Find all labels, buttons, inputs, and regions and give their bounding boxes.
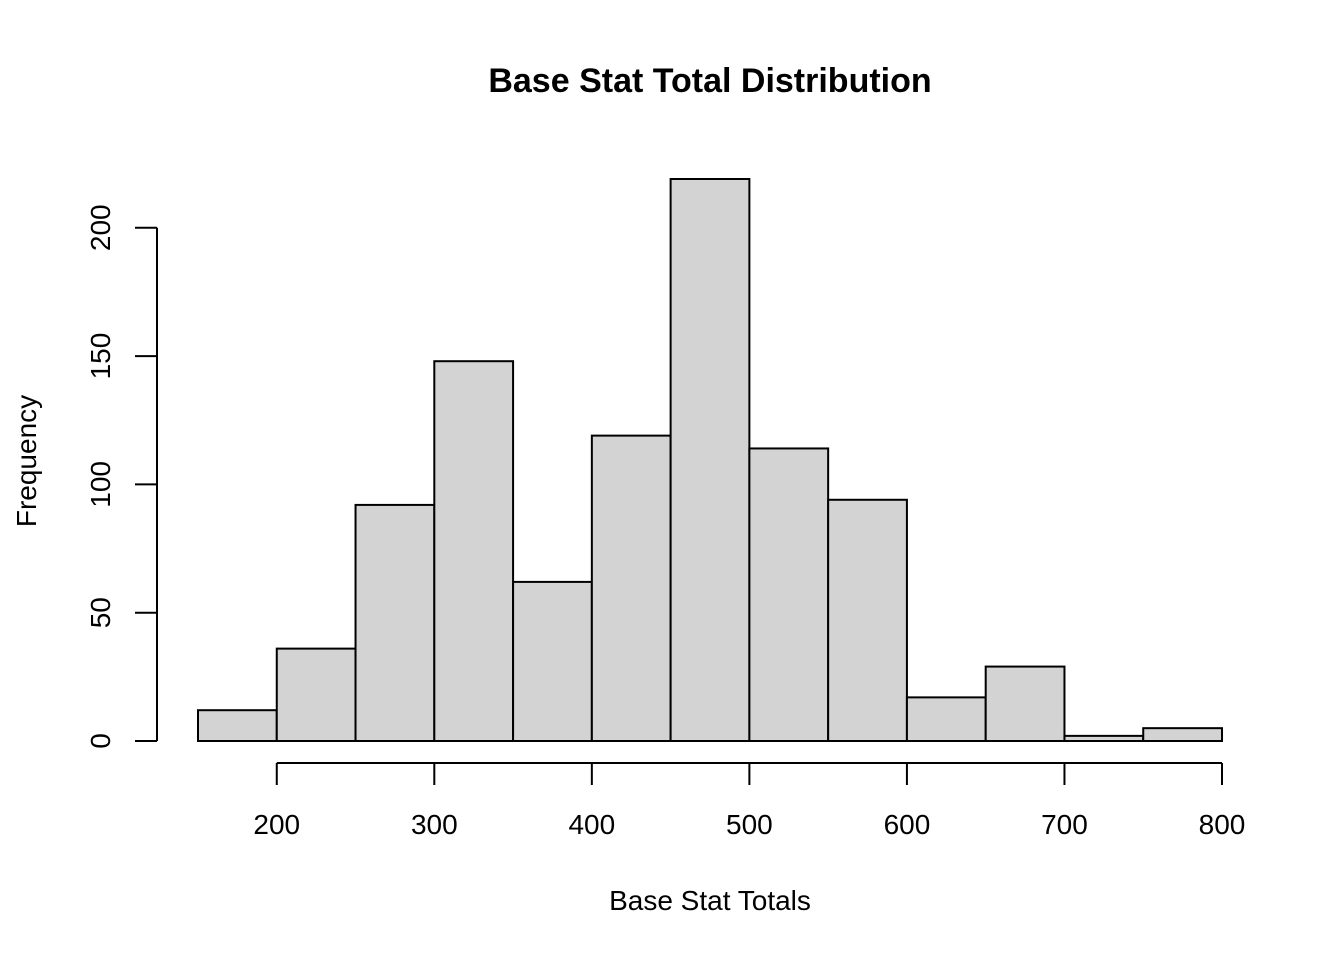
x-tick-label: 800 <box>1199 809 1246 840</box>
x-tick-label: 600 <box>884 809 931 840</box>
histogram-bar-9 <box>905 696 987 743</box>
y-axis: 0 50 100 150 200 <box>85 204 158 749</box>
histogram-bar-8 <box>827 498 908 742</box>
x-tick-label: 500 <box>726 809 773 840</box>
histogram-bar-4 <box>512 580 593 742</box>
y-tick-label: 100 <box>85 461 116 508</box>
histogram-bar-10 <box>984 665 1066 742</box>
histogram-bar-7 <box>748 447 830 742</box>
histogram-bar-0 <box>197 709 278 743</box>
histogram-bar-1 <box>275 647 357 743</box>
y-tick-label: 0 <box>85 733 116 749</box>
histogram-bar-2 <box>354 503 436 742</box>
histogram-bar-12 <box>1142 727 1223 742</box>
x-axis-label: Base Stat Totals <box>609 885 811 916</box>
x-tick-label: 400 <box>568 809 615 840</box>
histogram-bar-5 <box>590 434 672 742</box>
y-tick-label: 200 <box>85 204 116 251</box>
histogram-bars <box>197 178 1223 743</box>
y-tick-label: 50 <box>85 597 116 628</box>
x-tick-label: 200 <box>253 809 300 840</box>
x-axis: 200 300 400 500 600 700 800 <box>253 762 1246 840</box>
y-axis-label: Frequency <box>11 395 42 527</box>
y-tick-label: 150 <box>85 333 116 380</box>
chart-title: Base Stat Total Distribution <box>488 62 931 100</box>
histogram-bar-11 <box>1063 734 1145 742</box>
x-tick-label: 300 <box>411 809 458 840</box>
histogram-bar-6 <box>669 178 751 742</box>
histogram-bar-3 <box>433 360 515 742</box>
x-tick-label: 700 <box>1041 809 1088 840</box>
